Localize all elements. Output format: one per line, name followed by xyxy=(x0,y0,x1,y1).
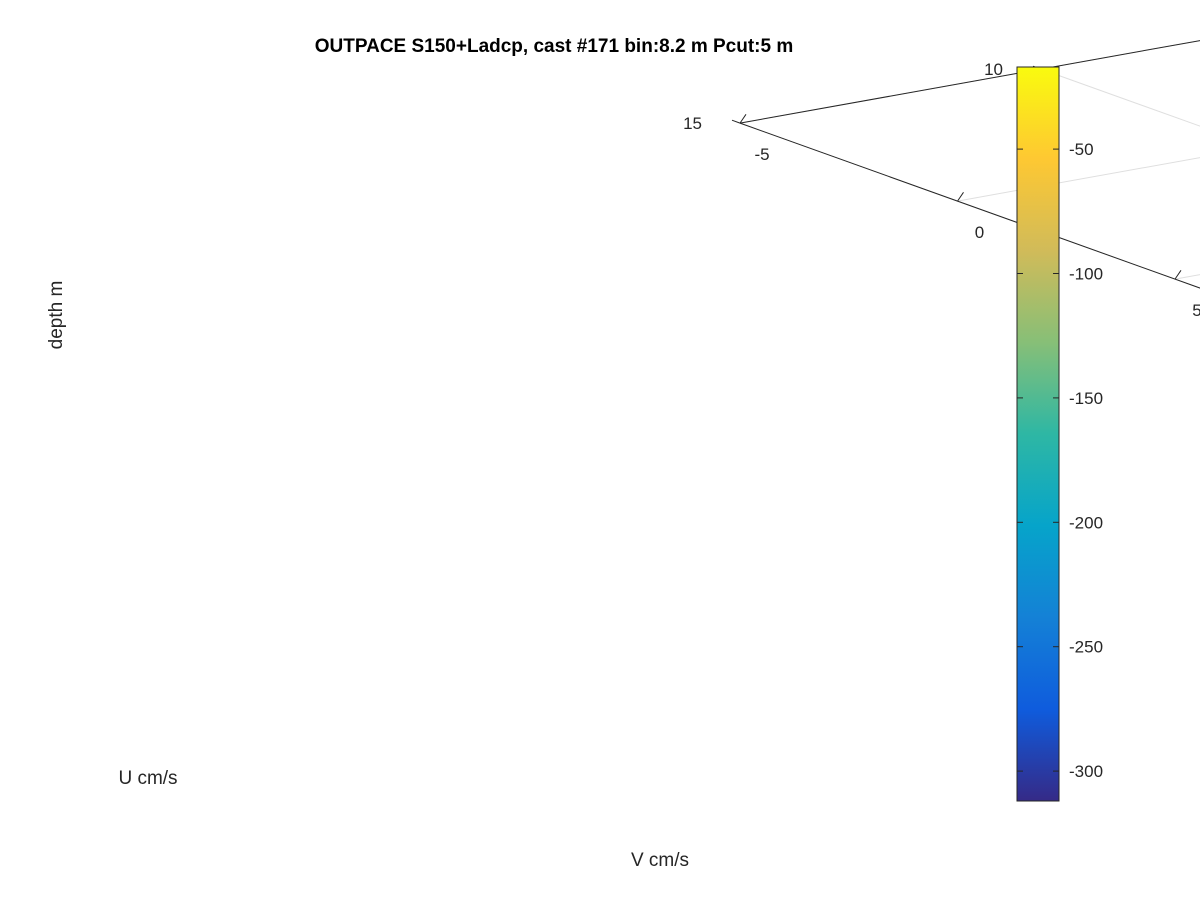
floor-gridline xyxy=(739,40,1200,124)
chart-title: OUTPACE S150+Ladcp, cast #171 bin:8.2 m … xyxy=(315,36,794,57)
floor-gridline xyxy=(1040,68,1200,127)
z-axis-label: depth m xyxy=(46,281,67,350)
floor-gridline xyxy=(1174,274,1200,280)
x-axis-label: U cm/s xyxy=(118,768,177,789)
x-tick-label: 15 xyxy=(683,114,702,133)
y-tick-label: 5 xyxy=(1192,301,1200,320)
colorbar-tick-label: -300 xyxy=(1069,762,1103,781)
colorbar-tick-label: -150 xyxy=(1069,389,1103,408)
colorbar-tick-label: -200 xyxy=(1069,513,1103,532)
y-tick-label: -5 xyxy=(754,145,769,164)
y-axis-label: V cm/s xyxy=(631,850,689,871)
colorbar: -50 -100 -150 -200 -250 -300 xyxy=(1016,66,1103,802)
colorbar-tick-label: -50 xyxy=(1069,140,1094,159)
colorbar-tick-label: -250 xyxy=(1069,638,1103,657)
axes-grid xyxy=(739,40,1200,289)
x-tick-label: 10 xyxy=(984,60,1003,79)
x-axis-line xyxy=(739,40,1200,124)
colorbar-gradient xyxy=(1016,66,1060,802)
y-tick-label: 0 xyxy=(975,223,984,242)
y-tick-mark xyxy=(1174,270,1182,280)
axis-ticks: 0-50-100-150-200-250-300-350-5051015-505… xyxy=(683,60,1200,320)
y-tick-mark xyxy=(957,192,964,202)
floor-gridline xyxy=(957,157,1200,202)
colorbar-ticks: -50 -100 -150 -200 -250 -300 xyxy=(1017,140,1103,781)
colorbar-tick-label: -100 xyxy=(1069,265,1103,284)
y-tick-mark xyxy=(739,114,747,124)
x-tick-mark xyxy=(731,119,741,124)
